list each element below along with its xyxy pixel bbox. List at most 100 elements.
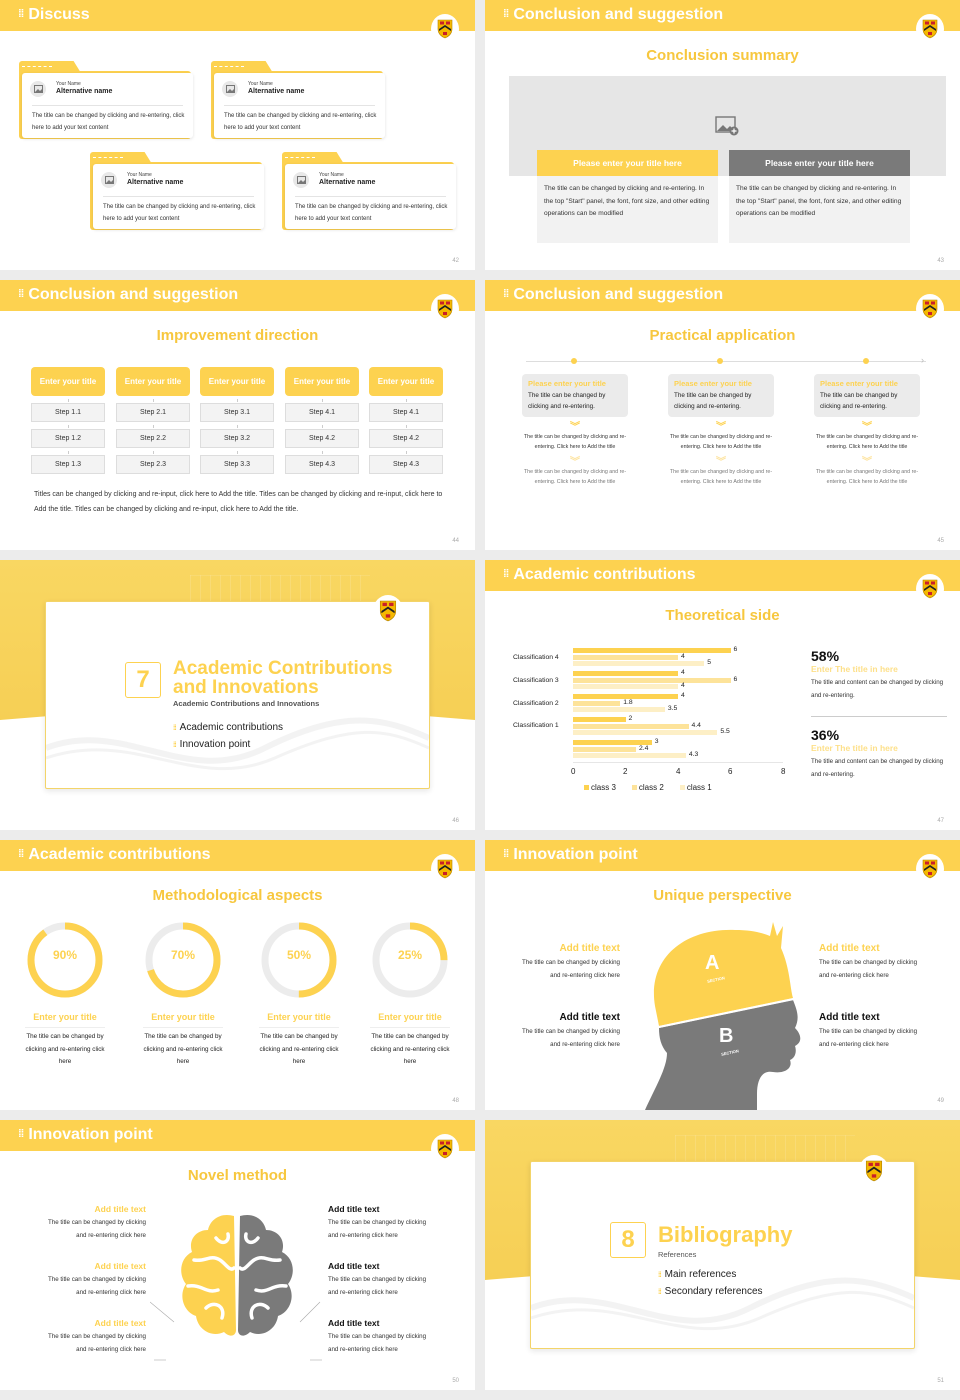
bar-value-label: 6 (733, 675, 738, 683)
summary-box[interactable]: Please enter your title here The title ca… (729, 150, 910, 243)
grid-dots-icon: ⁞⁞ (658, 1289, 662, 1296)
step-box[interactable]: Step 3.2 (200, 425, 274, 448)
timeline-dot (863, 358, 869, 364)
slide-subtitle: Methodological aspects (152, 887, 323, 904)
stat-text: The title and content can be changed by … (811, 679, 944, 699)
chart-bar (573, 648, 731, 653)
application-card[interactable]: Please enter your title The title can be … (668, 374, 774, 417)
step-box[interactable]: Step 4.1 (369, 399, 443, 422)
slide-subtitle: Theoretical side (665, 607, 780, 624)
application-card[interactable]: Please enter your title The title can be … (522, 374, 628, 417)
alternative-name: Alternative name (56, 88, 113, 95)
block-text: The title can be changed by clicking and… (47, 1219, 146, 1239)
column-title[interactable]: Enter your title (285, 367, 359, 396)
slide-header: ⁞⁞ Innovation point (0, 1120, 475, 1151)
section-item[interactable]: ⁞⁞ Innovation point (173, 739, 250, 750)
column-title[interactable]: Enter your title (369, 367, 443, 396)
slide-45: ⁞⁞ Conclusion and suggestion Practical ap… (485, 280, 960, 550)
step-box[interactable]: Step 1.3 (31, 451, 105, 474)
box-text: The title can be changed by clicking and… (736, 185, 902, 217)
step-box[interactable]: Step 3.1 (200, 399, 274, 422)
crest-logo-icon (916, 14, 944, 44)
slide-header: ⁞⁞ Innovation point (485, 840, 960, 871)
box-text: The title can be changed by clicking and… (544, 185, 710, 217)
timeline-dot (571, 358, 577, 364)
section-item[interactable]: ⁞⁞ Secondary references (658, 1286, 763, 1297)
progress-donut: 70% Enter your title The title can be chan… (143, 920, 223, 1069)
section-title: Academic Contributions and Innovations (173, 659, 393, 697)
page-number: 47 (937, 818, 944, 824)
text-block[interactable]: Add title text The title can be changed b… (328, 1204, 438, 1242)
legend-item: class 3 (584, 783, 616, 792)
column-title[interactable]: Enter your title (31, 367, 105, 396)
step-text: The title can be changed by clicking and… (523, 434, 627, 450)
profile-card[interactable]: Your Name Alternative name The title can b… (19, 61, 194, 139)
block-title: Add title text (559, 943, 620, 954)
card-body: The title can be changed by clicking and… (528, 392, 606, 410)
step-box[interactable]: Step 2.3 (116, 451, 190, 474)
slide-51: 8 Bibliography References ⁞⁞ Main referen… (485, 1120, 960, 1390)
page-number: 46 (452, 818, 459, 824)
section-card: 7 Academic Contributions and Innovations … (45, 601, 430, 789)
section-a-letter: A (705, 952, 720, 974)
step-box[interactable]: Step 4.3 (369, 451, 443, 474)
text-block[interactable]: Add title text The title can be changed b… (510, 1012, 620, 1051)
donut-text: The title can be changed by clicking and… (370, 1033, 450, 1065)
step-box[interactable]: Step 4.2 (285, 425, 359, 448)
text-block[interactable]: Add title text The title can be changed b… (36, 1204, 146, 1242)
bar-value-label: 4 (681, 682, 685, 689)
section-item[interactable]: ⁞⁞ Main references (658, 1269, 736, 1280)
bar-value-label: 3 (654, 738, 659, 745)
profile-card[interactable]: Your Name Alternative name The title can b… (282, 152, 457, 230)
slide-header: ⁞⁞ Academic contributions (485, 560, 960, 591)
bar-value-label: 4.3 (688, 751, 699, 758)
page-number: 43 (937, 258, 944, 264)
bar-value-label: 6 (733, 646, 738, 653)
step-box[interactable]: Step 4.2 (369, 425, 443, 448)
column-title[interactable]: Enter your title (200, 367, 274, 396)
text-block[interactable]: Add title text The title can be changed b… (328, 1318, 438, 1356)
card-body: The title can be changed by clicking and… (820, 392, 898, 410)
summary-box[interactable]: Please enter your title here The title ca… (537, 150, 718, 243)
step-box[interactable]: Step 4.1 (285, 399, 359, 422)
box-title: Please enter your title here (729, 150, 910, 176)
step-box[interactable]: Step 1.2 (31, 425, 105, 448)
step-box[interactable]: Step 2.1 (116, 399, 190, 422)
text-block[interactable]: Add title text The title can be changed b… (36, 1261, 146, 1299)
wave-decoration (531, 1277, 914, 1331)
text-block[interactable]: Add title text The title can be changed b… (819, 943, 929, 982)
progress-donut: 25% Enter your title The title can be chan… (370, 920, 450, 1069)
application-card[interactable]: Please enter your title The title can be … (814, 374, 920, 417)
slide-43: ⁞⁞ Conclusion and suggestion Conclusion s… (485, 0, 960, 270)
profile-card[interactable]: Your Name Alternative name The title can b… (90, 152, 265, 230)
x-tick: 6 (728, 767, 733, 776)
header-title: Conclusion and suggestion (513, 286, 724, 303)
text-block[interactable]: Add title text The title can be changed b… (328, 1261, 438, 1299)
profile-card[interactable]: Your Name Alternative name The title can b… (211, 61, 386, 139)
stat-value: 58% (811, 648, 840, 664)
slide-header: ⁞⁞ Academic contributions (0, 840, 475, 871)
step-box[interactable]: Step 3.3 (200, 451, 274, 474)
block-title: Add title text (94, 1204, 146, 1214)
slide-48: ⁞⁞ Academic contributions Methodological … (0, 840, 475, 1110)
text-block[interactable]: Add title text The title can be changed b… (819, 1012, 929, 1051)
your-name-label: Your Name (127, 172, 152, 178)
text-block[interactable]: Add title text The title can be changed b… (510, 943, 620, 982)
chevron-double-down-icon: ︾ (862, 457, 872, 468)
block-text: The title can be changed by clicking and… (328, 1276, 427, 1296)
chart-bar (573, 661, 705, 666)
page-number: 49 (937, 1098, 944, 1104)
chart-bar (573, 671, 678, 676)
step-box[interactable]: Step 4.3 (285, 451, 359, 474)
connector-lines (150, 1301, 322, 1361)
donut-value: 25% (397, 948, 423, 962)
image-placeholder-icon (101, 172, 117, 188)
block-title: Add title text (94, 1318, 146, 1328)
column-title[interactable]: Enter your title (116, 367, 190, 396)
text-block[interactable]: Add title text The title can be changed b… (36, 1318, 146, 1356)
section-item[interactable]: ⁞⁞ Academic contributions (173, 722, 283, 733)
step-box[interactable]: Step 2.2 (116, 425, 190, 448)
card-text: The title can be changed by clicking and… (224, 113, 377, 131)
step-box[interactable]: Step 1.1 (31, 399, 105, 422)
bar-value-label: 5 (707, 659, 712, 666)
